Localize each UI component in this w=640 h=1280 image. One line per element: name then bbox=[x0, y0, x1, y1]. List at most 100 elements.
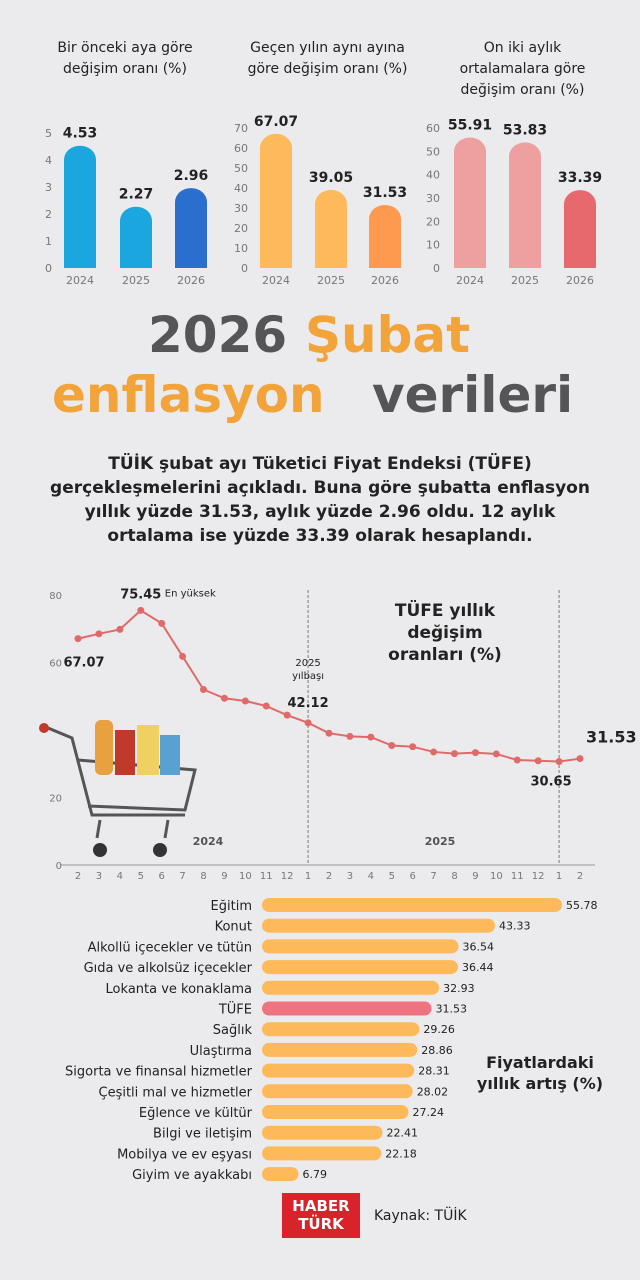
value-label: 39.05 bbox=[309, 170, 353, 186]
value-label: 22.18 bbox=[385, 1147, 417, 1160]
y-tick-label: 0 bbox=[56, 861, 62, 872]
point bbox=[220, 694, 228, 702]
y-tick-label: 20 bbox=[234, 222, 248, 235]
y-tick-label: 3 bbox=[45, 181, 52, 194]
bar bbox=[315, 189, 347, 268]
bar bbox=[260, 133, 292, 268]
x-tick-label: 2025 bbox=[511, 274, 539, 287]
x-tick-label: 10 bbox=[239, 871, 252, 882]
x-tick-label: 1 bbox=[305, 871, 311, 882]
value-label: 67.07 bbox=[254, 114, 298, 130]
point bbox=[137, 606, 145, 614]
value-label: 42.12 bbox=[288, 696, 329, 711]
point bbox=[367, 733, 375, 741]
headline-word: Şubat bbox=[305, 306, 471, 364]
category-label: Eğitim bbox=[211, 899, 252, 914]
cart-wheel bbox=[93, 843, 107, 857]
x-tick-label: 5 bbox=[389, 871, 395, 882]
bar bbox=[509, 142, 541, 268]
x-tick-label: 4 bbox=[117, 871, 123, 882]
x-tick-label: 2026 bbox=[177, 274, 205, 287]
value-label: 53.83 bbox=[503, 122, 547, 138]
y-tick-label: 1 bbox=[45, 235, 52, 248]
category-label: Çeşitli mal ve hizmetler bbox=[99, 1085, 253, 1100]
headline-word: enflasyon bbox=[52, 366, 325, 424]
point bbox=[179, 652, 187, 660]
value-label: 67.07 bbox=[63, 656, 104, 671]
point bbox=[325, 729, 333, 737]
x-tick-label: 3 bbox=[96, 871, 102, 882]
value-label: 22.41 bbox=[387, 1127, 419, 1140]
point bbox=[200, 686, 207, 693]
x-tick-label: 5 bbox=[138, 871, 144, 882]
bar bbox=[262, 1084, 413, 1099]
cart-wheel bbox=[153, 843, 167, 857]
y-tick-label: 40 bbox=[426, 169, 440, 182]
x-tick-label: 7 bbox=[179, 871, 185, 882]
cart-handle bbox=[39, 723, 49, 733]
y-tick-label: 50 bbox=[426, 145, 440, 158]
value-label: 6.79 bbox=[303, 1168, 328, 1181]
y-tick-label: 30 bbox=[234, 202, 248, 215]
point bbox=[388, 742, 396, 750]
y-tick-label: 10 bbox=[426, 239, 440, 252]
point bbox=[74, 635, 82, 643]
x-tick-label: 2026 bbox=[371, 274, 399, 287]
y-tick-label: 40 bbox=[234, 182, 248, 195]
x-tick-label: 1 bbox=[556, 871, 562, 882]
value-label: 43.33 bbox=[499, 920, 531, 933]
x-tick-label: 2025 bbox=[317, 274, 345, 287]
category-label: Konut bbox=[215, 920, 252, 935]
point bbox=[241, 697, 249, 705]
chart-title: Fiyatlardaki yıllık artış (%) bbox=[476, 1053, 604, 1093]
category-label: Lokanta ve konaklama bbox=[106, 982, 252, 997]
category-label: Bilgi ve iletişim bbox=[153, 1127, 252, 1142]
x-tick-label: 8 bbox=[200, 871, 206, 882]
x-tick-label: 12 bbox=[281, 871, 294, 882]
point bbox=[576, 755, 584, 763]
bar bbox=[175, 188, 207, 268]
x-tick-label: 7 bbox=[430, 871, 436, 882]
point bbox=[492, 750, 500, 758]
logo-text: TÜRK bbox=[298, 1215, 344, 1233]
bar bbox=[262, 1125, 383, 1140]
point bbox=[534, 757, 542, 765]
intro: TÜİK şubat ayı Tüketici Fiyat Endeksi (T… bbox=[50, 454, 590, 546]
annotation: 2025 yılbaşı bbox=[292, 658, 325, 682]
y-tick-label: 2 bbox=[45, 208, 52, 221]
logo-box bbox=[282, 1193, 360, 1238]
chart-title: Geçen yılın aynı ayına göre değişim oran… bbox=[247, 40, 408, 77]
bar bbox=[369, 204, 401, 268]
y-tick-label: 60 bbox=[234, 142, 248, 155]
point bbox=[430, 748, 438, 756]
headline-word: verileri bbox=[372, 366, 574, 424]
x-tick-label: 6 bbox=[158, 871, 164, 882]
bar bbox=[262, 960, 458, 975]
value-label: 27.24 bbox=[413, 1106, 445, 1119]
x-tick-label: 4 bbox=[368, 871, 374, 882]
category-label: Gıda ve alkolsüz içecekler bbox=[84, 961, 253, 976]
value-label: 31.53 bbox=[363, 185, 407, 201]
y-tick-label: 50 bbox=[234, 162, 248, 175]
value-label: 4.53 bbox=[63, 126, 98, 142]
point bbox=[555, 758, 563, 766]
value-label: 36.54 bbox=[463, 940, 495, 953]
y-tick-label: 0 bbox=[241, 262, 248, 275]
x-tick-label: 11 bbox=[511, 871, 524, 882]
x-tick-label: 9 bbox=[221, 871, 227, 882]
annotation: 2024 bbox=[193, 835, 224, 848]
x-tick-label: 2 bbox=[577, 871, 583, 882]
y-tick-label: 20 bbox=[49, 794, 62, 805]
y-tick-label: 0 bbox=[45, 262, 52, 275]
bar bbox=[64, 145, 96, 268]
x-tick-label: 2 bbox=[75, 871, 81, 882]
value-label: 29.26 bbox=[423, 1023, 455, 1036]
source: Kaynak: TÜİK bbox=[374, 1208, 467, 1224]
point bbox=[158, 619, 166, 627]
x-tick-label: 2 bbox=[326, 871, 332, 882]
point bbox=[471, 749, 479, 757]
bar bbox=[262, 1063, 415, 1078]
point bbox=[262, 702, 270, 710]
